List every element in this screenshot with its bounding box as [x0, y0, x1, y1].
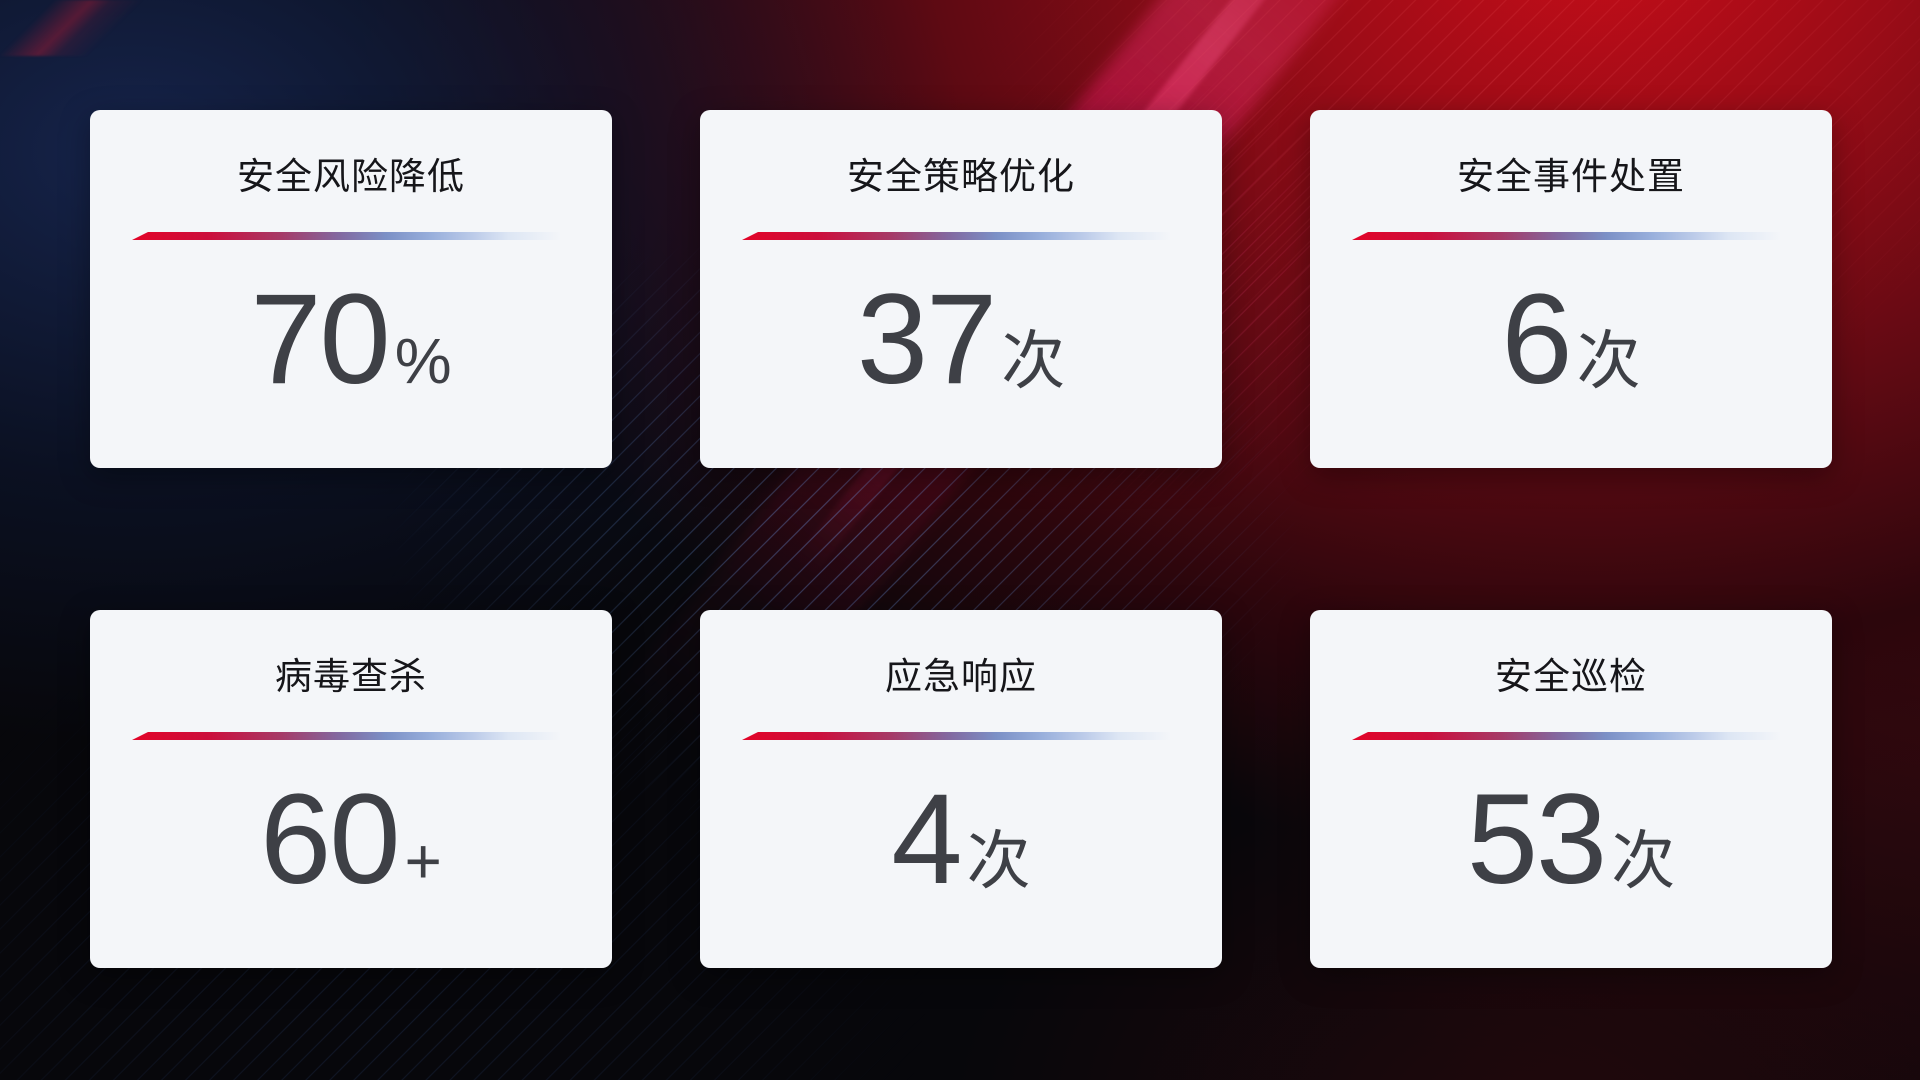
accent-underline	[1352, 732, 1790, 740]
stat-unit: 次	[1576, 325, 1641, 397]
stat-card-security-incident-handling: 安全事件处置 6 次	[1310, 110, 1832, 468]
stat-card-emergency-response: 应急响应 4 次	[700, 610, 1222, 968]
accent-underline	[742, 732, 1180, 740]
card-title: 应急响应	[885, 656, 1037, 697]
card-title: 安全事件处置	[1457, 156, 1685, 197]
stat-card-virus-scan: 病毒查杀 60 +	[90, 610, 612, 968]
card-title: 安全巡检	[1495, 656, 1647, 697]
card-value: 70 %	[250, 276, 451, 404]
stat-number: 37	[856, 268, 997, 411]
stat-number: 60	[260, 768, 400, 911]
accent-underline	[1352, 232, 1790, 240]
stat-unit: 次	[966, 825, 1031, 897]
card-title: 安全风险降低	[237, 156, 465, 197]
accent-underline	[132, 232, 570, 240]
top-left-red-streak	[0, 0, 156, 56]
card-title: 病毒查杀	[275, 656, 427, 697]
stat-card-security-inspection: 安全巡检 53 次	[1310, 610, 1832, 968]
accent-underline	[132, 732, 570, 740]
stat-unit: 次	[1611, 825, 1676, 897]
stat-number: 70	[250, 268, 390, 411]
stat-unit: +	[404, 825, 442, 897]
stat-number: 6	[1501, 268, 1572, 411]
stat-card-security-risk-reduction: 安全风险降低 70 %	[90, 110, 612, 468]
card-value: 6 次	[1501, 276, 1640, 404]
card-value: 53 次	[1467, 776, 1675, 904]
stat-card-grid: 安全风险降低 70 % 安全策略优化 37 次 安全事件处置 6 次 病毒查	[90, 110, 1832, 968]
stat-card-security-policy-optimization: 安全策略优化 37 次	[700, 110, 1222, 468]
stat-unit: 次	[1001, 325, 1066, 397]
accent-underline	[742, 232, 1180, 240]
card-value: 37 次	[857, 276, 1065, 404]
card-value: 4 次	[891, 776, 1030, 904]
stat-number: 4	[891, 768, 962, 911]
stat-unit: %	[394, 325, 452, 397]
card-title: 安全策略优化	[847, 156, 1075, 197]
card-value: 60 +	[260, 776, 442, 904]
stat-number: 53	[1466, 768, 1607, 911]
